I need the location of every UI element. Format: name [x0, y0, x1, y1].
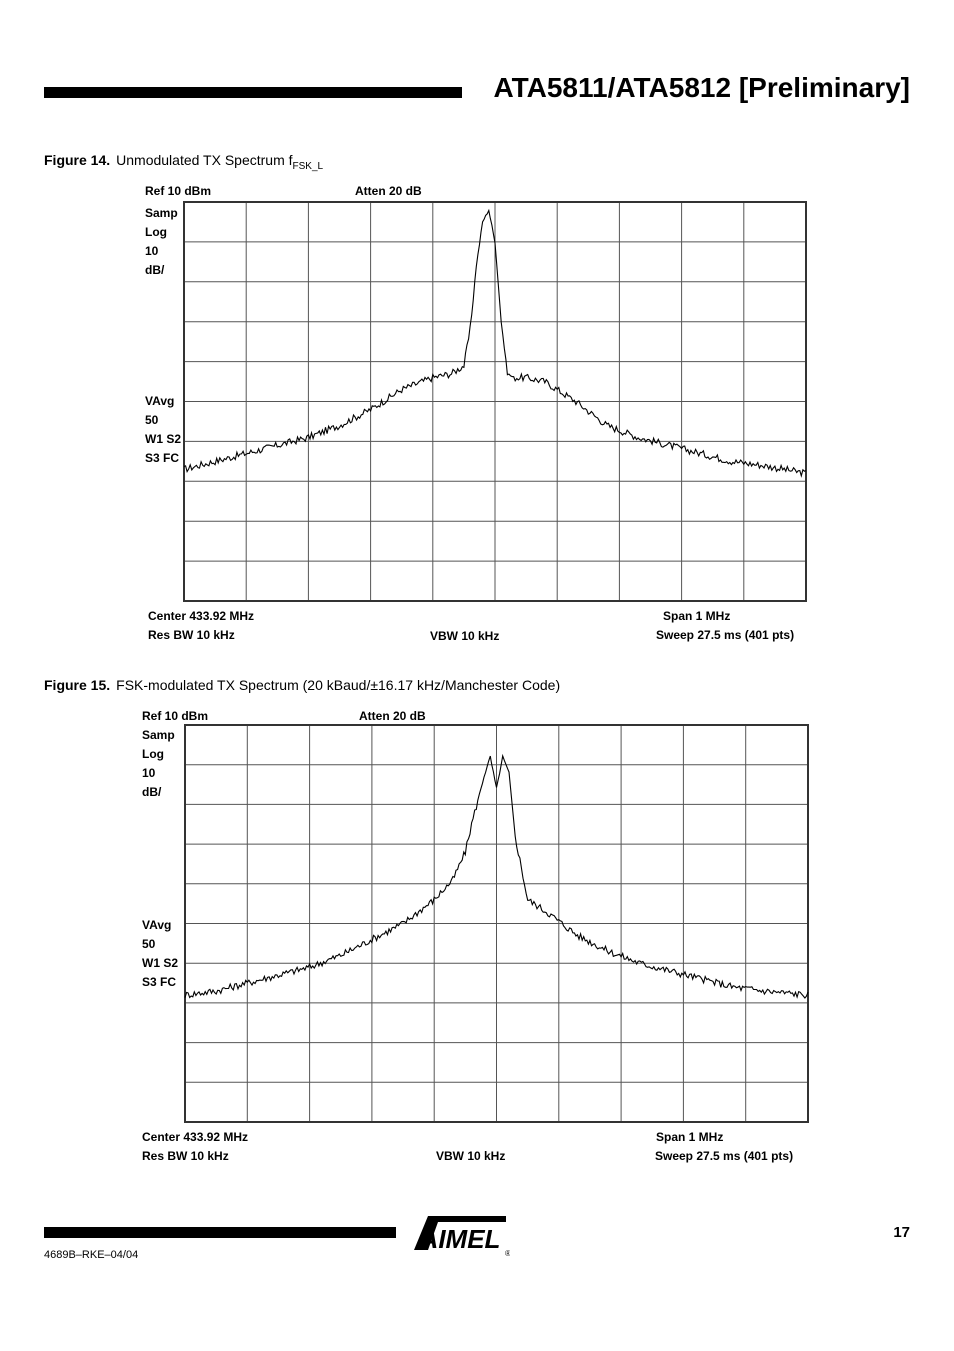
plot-frame [184, 724, 809, 1123]
setting-label: 10 [145, 244, 159, 258]
setting-label: W1 S2 [145, 432, 182, 446]
setting-label: W1 S2 [142, 956, 179, 970]
setting-label: Log [145, 225, 167, 239]
setting-label: VAvg [142, 918, 172, 932]
setting-label: dB/ [142, 785, 162, 799]
sweep-label: Sweep 27.5 ms (401 pts) [656, 628, 795, 642]
settings-column-bottom: VAvg 50 W1 S2 S3 FC [142, 916, 178, 992]
figure-caption: Figure 14. Unmodulated TX Spectrum fFSK_L [44, 152, 323, 172]
setting-label: dB/ [145, 263, 165, 277]
center-freq-label: Center 433.92 MHz [142, 1130, 249, 1144]
setting-label: VAvg [145, 394, 175, 408]
svg-text:®: ® [505, 1249, 510, 1258]
plot-frame [183, 201, 807, 602]
setting-label: 50 [145, 413, 159, 427]
setting-label: 10 [142, 766, 156, 780]
span-label: Span 1 MHz [663, 609, 731, 623]
spectrum-trace [184, 753, 809, 999]
page-number: 17 [893, 1224, 910, 1241]
setting-label: Samp [145, 206, 178, 220]
setting-label: Samp [142, 728, 175, 742]
settings-column-top: Samp Log 10 dB/ [142, 726, 175, 802]
sweep-label: Sweep 27.5 ms (401 pts) [655, 1149, 794, 1163]
figure-number: Figure 14. [44, 152, 111, 168]
atmel-logo: AIMEL ® [414, 1216, 510, 1258]
vbw-label: VBW 10 kHz [436, 1149, 506, 1163]
setting-label: Log [142, 747, 164, 761]
spectrum-plot [184, 724, 809, 1123]
vbw-label: VBW 10 kHz [430, 629, 500, 643]
figure-number: Figure 15. [44, 677, 111, 693]
atten-label: Atten 20 dB [359, 709, 426, 723]
resbw-label: Res BW 10 kHz [142, 1149, 229, 1163]
header-rule [44, 87, 462, 98]
document-id: 4689B–RKE–04/04 [44, 1249, 139, 1261]
spectrum-trace [183, 208, 807, 478]
ref-level-label: Ref 10 dBm [145, 184, 212, 198]
setting-label: S3 FC [145, 451, 180, 465]
footer-rule [44, 1227, 396, 1238]
spectrum-plot [183, 201, 807, 602]
settings-column-bottom: VAvg 50 W1 S2 S3 FC [145, 392, 181, 468]
svg-text:AIMEL: AIMEL [419, 1224, 501, 1254]
atten-label: Atten 20 dB [355, 184, 422, 198]
settings-column-top: Samp Log 10 dB/ [145, 204, 178, 280]
figure-title-subscript: FSK_L [292, 160, 324, 172]
span-label: Span 1 MHz [656, 1130, 724, 1144]
figure-caption: Figure 15. FSK-modulated TX Spectrum (20 … [44, 677, 560, 693]
ref-level-label: Ref 10 dBm [142, 709, 209, 723]
resbw-label: Res BW 10 kHz [148, 628, 235, 642]
setting-label: 50 [142, 937, 156, 951]
figure-title: Unmodulated TX Spectrum f [116, 152, 293, 168]
center-freq-label: Center 433.92 MHz [148, 609, 255, 623]
setting-label: S3 FC [142, 975, 177, 989]
figure-title: FSK-modulated TX Spectrum (20 kBaud/±16.… [116, 677, 561, 693]
page-title: ATA5811/ATA5812 [Preliminary] [493, 72, 910, 103]
